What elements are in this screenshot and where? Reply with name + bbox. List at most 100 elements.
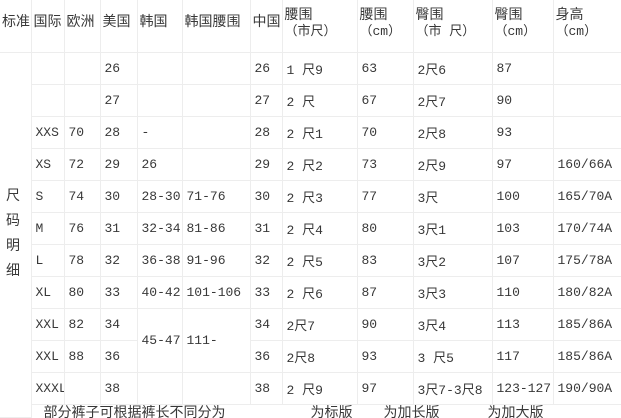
- table-cell: 93: [491, 115, 554, 149]
- table-cell: 76: [63, 211, 101, 245]
- table-cell: 29: [249, 147, 283, 181]
- table-cell: 26: [249, 51, 283, 85]
- table-cell: 38: [249, 371, 283, 405]
- table-cell: 160/66A: [552, 147, 621, 181]
- table-cell: [181, 371, 251, 405]
- table-cell: 97: [491, 147, 554, 181]
- table-cell: [181, 83, 251, 117]
- table-cell: 36-38: [136, 243, 183, 277]
- table-cell: 3尺3: [412, 275, 493, 309]
- table-cell: [552, 83, 621, 117]
- table-cell: 97: [356, 371, 414, 405]
- table-cell: 165/70A: [552, 179, 621, 213]
- table-cell: 1 尺9: [281, 51, 358, 85]
- table-cell: 72: [63, 147, 101, 181]
- table-cell: 78: [63, 243, 101, 277]
- table-cell: 91-96: [181, 243, 251, 277]
- table-cell: [136, 51, 183, 85]
- col-header-waist-cm: 腰围 （cm）: [356, 0, 414, 53]
- note-row: 部分裤子可根据裤长不同分为 为标版 为加长版 为加大版: [0, 403, 621, 418]
- table-row: XXL 88 36 36 2尺8 93 3 尺5 117 185/86A: [0, 339, 621, 373]
- table-cell: 2 尺: [281, 83, 358, 117]
- table-cell: 28: [249, 115, 283, 149]
- table-cell: 36: [99, 339, 138, 373]
- table-cell: 80: [63, 275, 101, 309]
- table-cell: 67: [356, 83, 414, 117]
- table-cell: XXL: [30, 307, 65, 341]
- header-row: 标准 国际 欧洲 美国 韩国 韩国腰围 中国 腰围 （市尺） 腰围 （cm） 臀围（…: [0, 0, 621, 53]
- table-cell: 170/74A: [552, 211, 621, 245]
- table-cell: 40-42: [136, 275, 183, 309]
- table-cell: 88: [63, 339, 101, 373]
- table-cell: 80: [356, 211, 414, 245]
- table-cell: 82: [63, 307, 101, 341]
- table-row: 27 27 2 尺 67 2尺7 90: [0, 83, 621, 117]
- note-text: 为加大版: [487, 405, 544, 418]
- table-cell: 33: [99, 275, 138, 309]
- table-cell: 31: [249, 211, 283, 245]
- table-cell: 3尺7-3尺8: [412, 371, 493, 405]
- table-cell: 175/78A: [552, 243, 621, 277]
- table-cell: 3尺1: [412, 211, 493, 245]
- col-header-standard: 标准: [0, 0, 32, 53]
- table-row: XXS 70 28-28 2 尺1 70 2尺8 93: [0, 115, 621, 149]
- table-cell: 2 尺3: [281, 179, 358, 213]
- table-cell: 110: [491, 275, 554, 309]
- table-cell: [181, 51, 251, 85]
- table-cell: 33: [249, 275, 283, 309]
- col-header-korea-waist: 韩国腰围: [181, 0, 251, 53]
- table-cell: 90: [356, 307, 414, 341]
- col-header-international: 国际: [30, 0, 65, 53]
- table-cell: 90: [491, 83, 554, 117]
- table-cell: 87: [491, 51, 554, 85]
- table-cell: 26: [99, 51, 138, 85]
- table-cell: -: [136, 115, 183, 149]
- table-cell: [63, 83, 101, 117]
- col-header-height: 身高 （cm）: [552, 0, 621, 53]
- table-cell: 31: [99, 211, 138, 245]
- col-header-hip-chi: 臀围 （市 尺）: [412, 0, 493, 53]
- table-cell: 27: [249, 83, 283, 117]
- table-cell: 28-30: [136, 179, 183, 213]
- table-cell: 34: [99, 307, 138, 341]
- table-cell: 3尺: [412, 179, 493, 213]
- table-cell: L: [30, 243, 65, 277]
- table-cell: XXL: [30, 339, 65, 373]
- table-row: M 76 31 32-34 81-86 31 2 尺4 80 3尺1 103 170/74A: [0, 211, 621, 245]
- col-header-us: 美国: [99, 0, 138, 53]
- col-header-europe: 欧洲: [63, 0, 101, 53]
- table-cell: 2尺7: [412, 83, 493, 117]
- table-cell: 103: [491, 211, 554, 245]
- table-row: S 74 30 28-30 71-76 30 2 尺3 77 3尺 100 165/70A: [0, 179, 621, 213]
- table-row: XXL 82 34 45-47 111- 34 2尺7 90 3尺4 113 185/86A: [0, 307, 621, 373]
- table-cell: 2 尺9: [281, 371, 358, 405]
- table-cell: 28: [99, 115, 138, 149]
- note-cell: 部分裤子可根据裤长不同分为 为标版 为加长版 为加大版: [30, 403, 621, 418]
- table-cell: 2尺9: [412, 147, 493, 181]
- table-cell: 185/86A: [552, 307, 621, 341]
- table-cell: 2尺8: [281, 339, 358, 373]
- table-cell: XL: [30, 275, 65, 309]
- table-cell: M: [30, 211, 65, 245]
- table-cell: 34: [249, 307, 283, 341]
- table-cell: [30, 83, 65, 117]
- table-cell: 101-106: [181, 275, 251, 309]
- table-cell: 32: [249, 243, 283, 277]
- table-cell: XXXL: [30, 371, 65, 405]
- table-cell: 2 尺5: [281, 243, 358, 277]
- table-cell: 70: [63, 115, 101, 149]
- table-cell: [63, 371, 101, 405]
- table-cell: [30, 51, 65, 85]
- table-cell: 27: [99, 83, 138, 117]
- table-row: XL 80 33 40-42 101-106 33 2 尺6 87 3尺3 110 180/82A: [0, 275, 621, 309]
- table-cell: [552, 115, 621, 149]
- table-cell: 36: [249, 339, 283, 373]
- table-cell: 3尺2: [412, 243, 493, 277]
- table-cell: 77: [356, 179, 414, 213]
- table-cell: [136, 83, 183, 117]
- table-cell: 74: [63, 179, 101, 213]
- table-cell: 2尺7: [281, 307, 358, 341]
- table-cell: XS: [30, 147, 65, 181]
- table-cell: 87: [356, 275, 414, 309]
